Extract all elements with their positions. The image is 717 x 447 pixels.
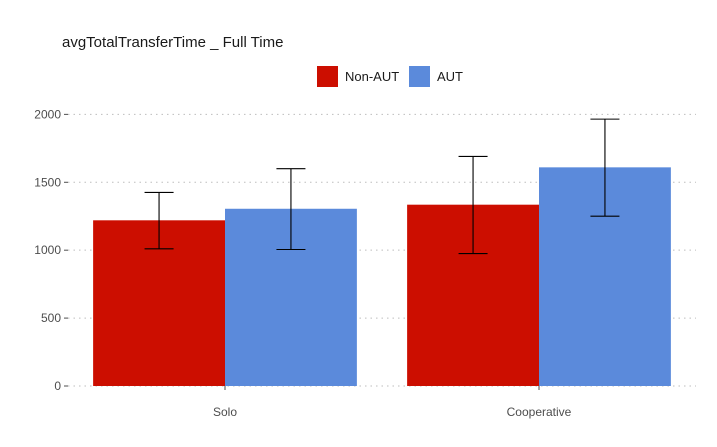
y-tick-label: 2000	[34, 107, 61, 121]
legend-label-aut: AUT	[437, 69, 463, 84]
bars	[93, 167, 671, 386]
x-tick-label: Solo	[213, 405, 237, 419]
chart-title: avgTotalTransferTime _ Full Time	[62, 34, 283, 51]
y-tick-label: 1000	[34, 243, 61, 257]
error-bars	[144, 118, 620, 255]
legend-label-non-aut: Non-AUT	[345, 69, 399, 84]
y-tick-label: 500	[41, 311, 61, 325]
legend-key-aut	[409, 66, 430, 87]
legend: Non-AUT AUT	[317, 66, 463, 87]
x-axis: Solo Cooperative	[213, 386, 572, 419]
y-axis: 0 500 1000 1500 2000	[34, 107, 68, 393]
x-tick-label: Cooperative	[507, 405, 572, 419]
y-tick-label: 1500	[34, 175, 61, 189]
legend-key-non-aut	[317, 66, 338, 87]
y-tick-label: 0	[54, 379, 61, 393]
